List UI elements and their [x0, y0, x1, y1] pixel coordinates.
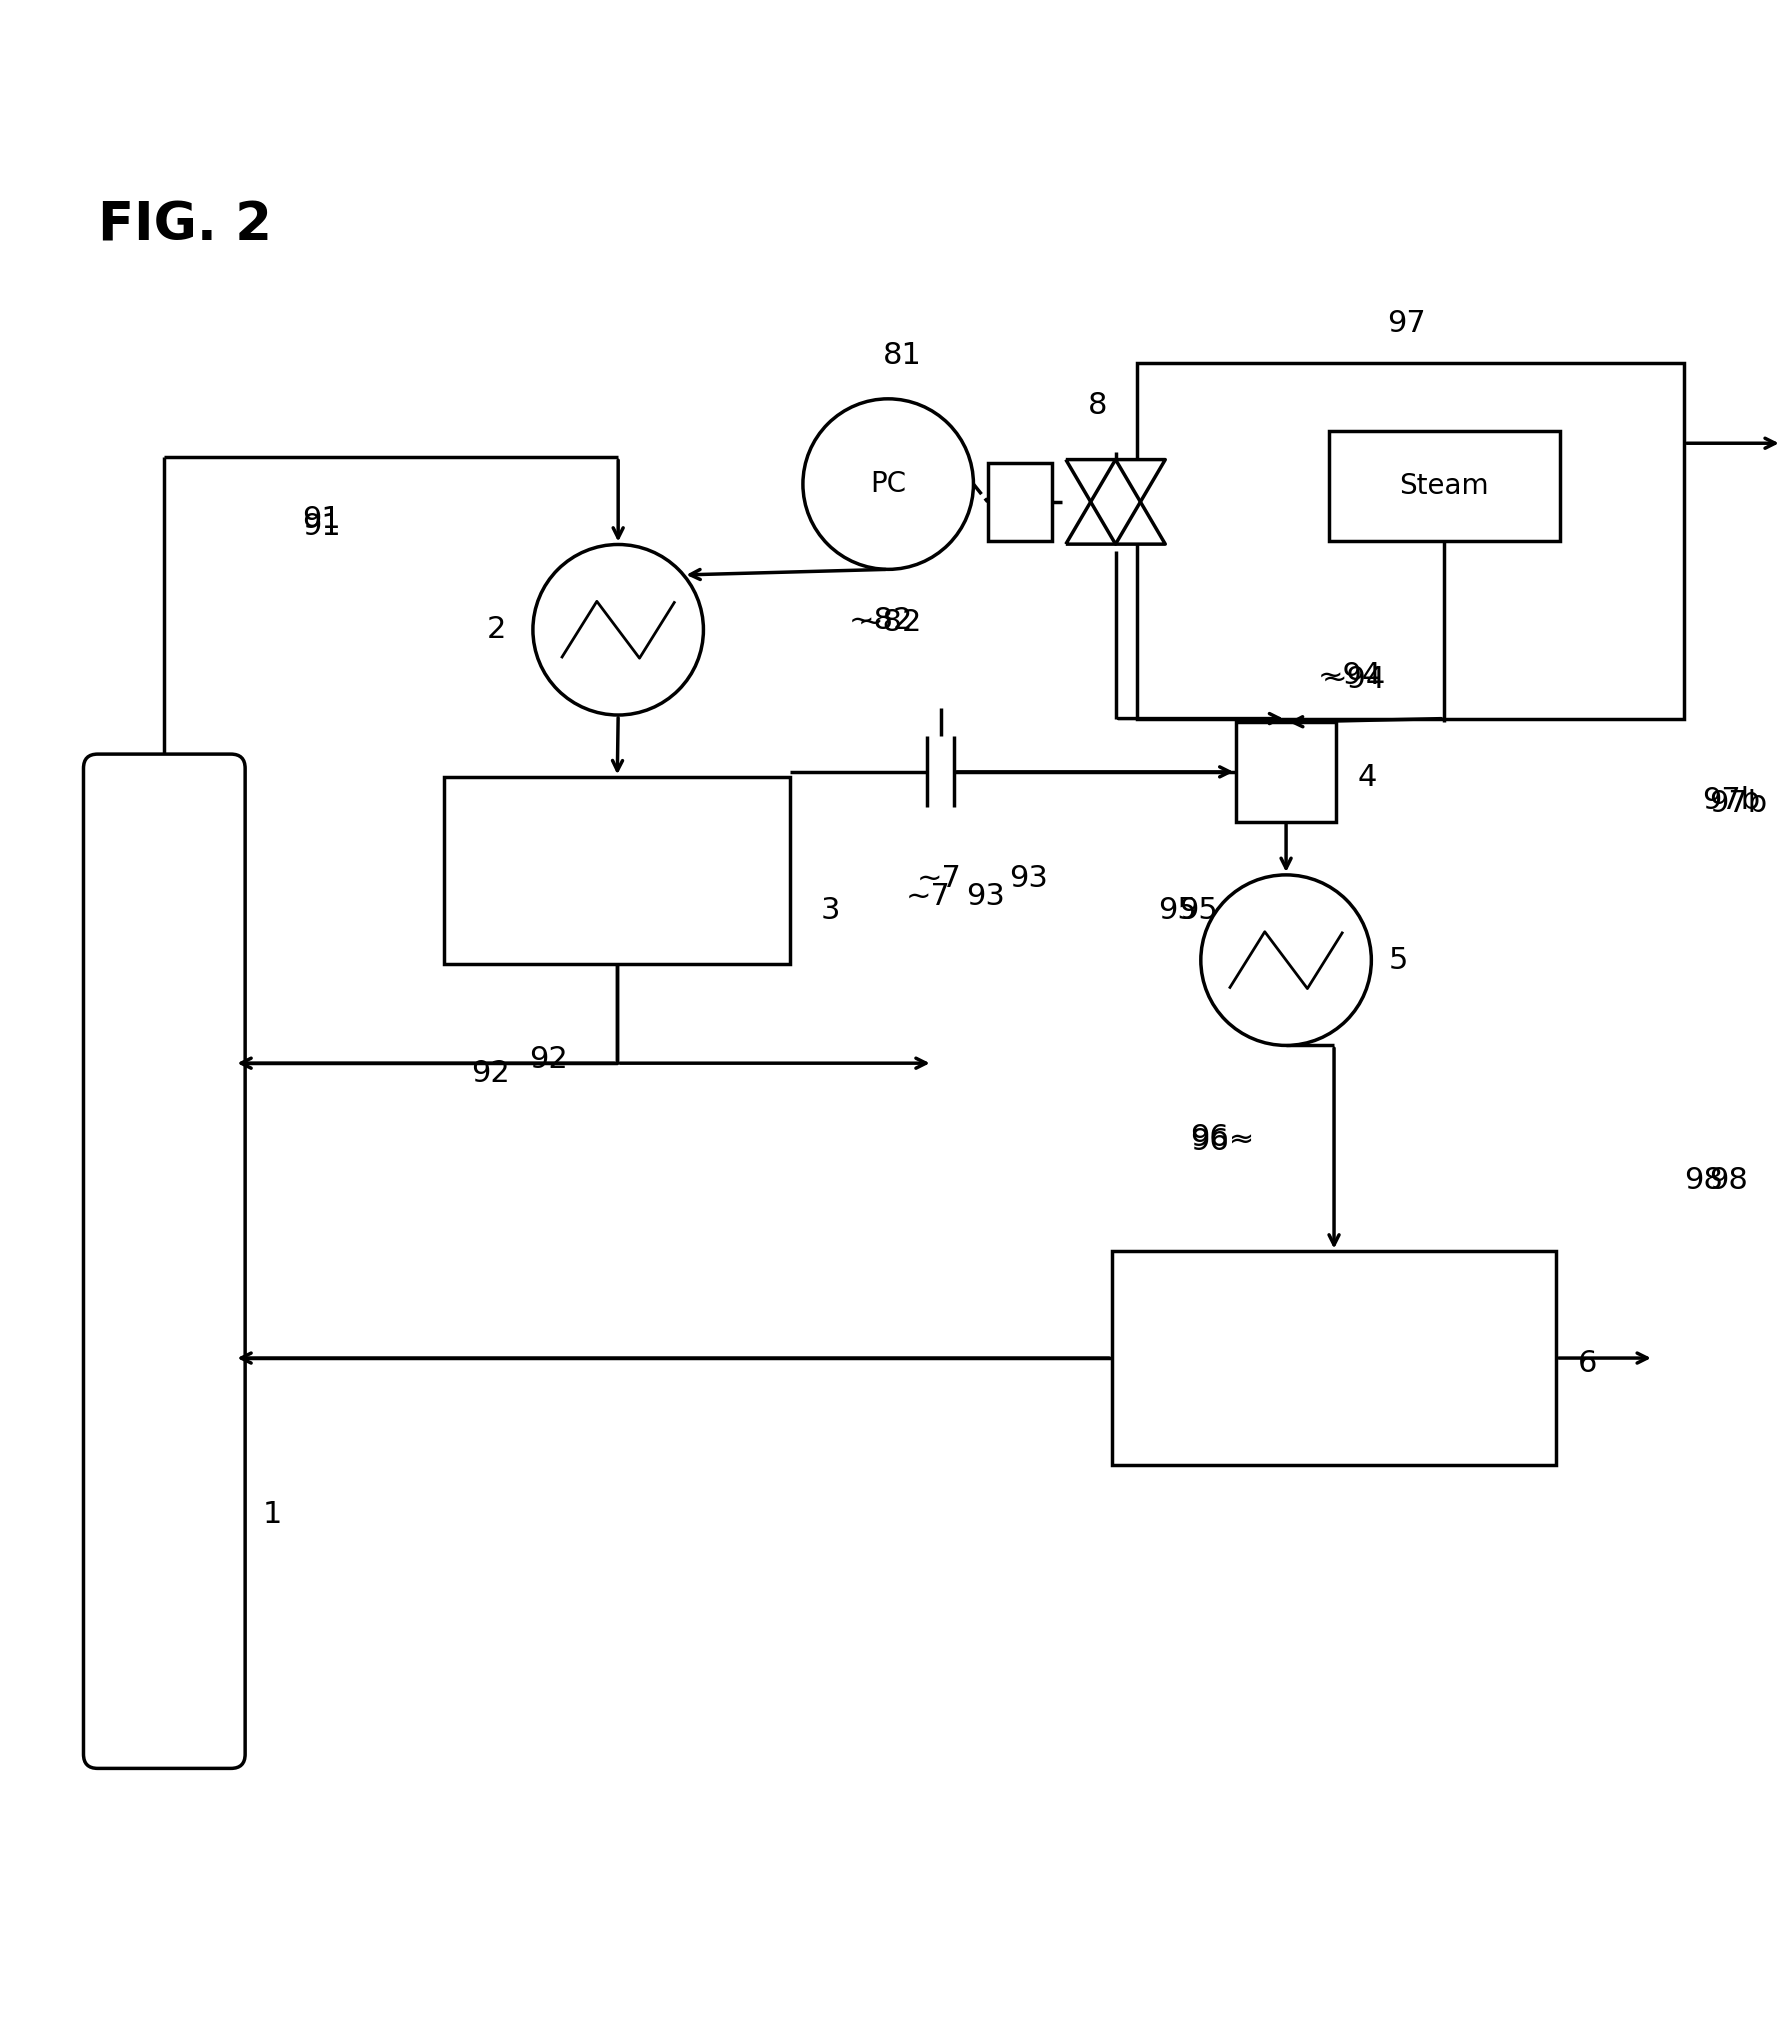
Circle shape — [1201, 875, 1372, 1045]
Text: 92: 92 — [470, 1060, 510, 1088]
Bar — [1137, 364, 1684, 718]
Bar — [1112, 1251, 1556, 1464]
Text: 98: 98 — [1709, 1165, 1748, 1194]
Text: 1: 1 — [264, 1499, 282, 1530]
Polygon shape — [1066, 460, 1165, 545]
Text: 93: 93 — [1009, 864, 1048, 893]
Text: 6: 6 — [1577, 1349, 1597, 1377]
Bar — [1329, 431, 1559, 541]
Text: 93: 93 — [966, 881, 1005, 911]
Text: 3: 3 — [822, 895, 839, 925]
Text: ~94: ~94 — [1322, 665, 1386, 694]
Text: PC: PC — [870, 470, 907, 498]
Text: 97b: 97b — [1709, 789, 1768, 818]
Text: FIG. 2: FIG. 2 — [98, 199, 271, 252]
Text: 96~: 96~ — [1190, 1127, 1255, 1155]
Text: ~7: ~7 — [916, 864, 962, 893]
Text: 8: 8 — [1089, 391, 1108, 421]
Text: 95: 95 — [1158, 895, 1198, 925]
Text: 5: 5 — [1390, 946, 1408, 974]
Text: 91: 91 — [301, 513, 340, 541]
Text: 81: 81 — [882, 342, 921, 370]
Text: 95: 95 — [1180, 895, 1219, 925]
Text: 4: 4 — [1358, 763, 1376, 791]
Text: 2: 2 — [486, 614, 506, 645]
Text: 96~: 96~ — [1190, 1123, 1255, 1153]
Text: 91: 91 — [301, 504, 340, 535]
Text: ~7: ~7 — [905, 881, 952, 911]
Bar — [987, 464, 1051, 541]
Text: 98: 98 — [1684, 1165, 1723, 1194]
Text: ~82: ~82 — [848, 606, 914, 635]
FancyBboxPatch shape — [84, 755, 246, 1768]
Text: 92: 92 — [529, 1045, 568, 1074]
Bar — [444, 777, 791, 964]
Text: ~94: ~94 — [1319, 661, 1383, 690]
Text: 97: 97 — [1388, 309, 1426, 338]
Polygon shape — [1066, 460, 1165, 545]
Text: Steam: Steam — [1399, 472, 1490, 500]
Circle shape — [533, 545, 704, 716]
Text: ~82: ~82 — [857, 608, 923, 637]
Circle shape — [804, 399, 973, 570]
Text: 97b: 97b — [1702, 785, 1761, 816]
Bar — [1237, 722, 1336, 822]
